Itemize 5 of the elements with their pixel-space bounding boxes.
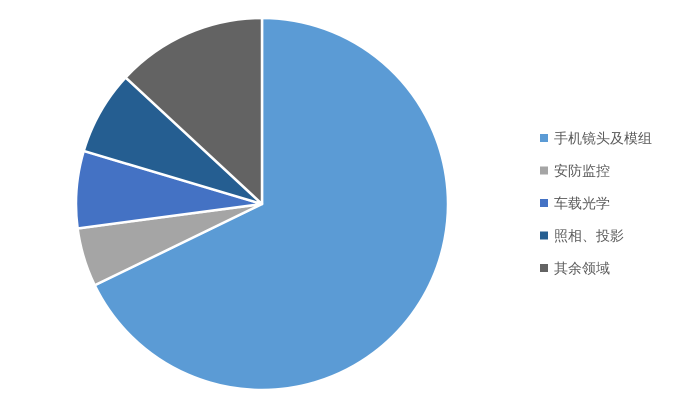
legend-label: 照相、投影 <box>554 228 624 244</box>
legend-label: 车载光学 <box>554 196 610 212</box>
legend-label: 安防监控 <box>554 164 610 180</box>
legend-label: 手机镜头及模组 <box>554 131 652 147</box>
legend-label: 其余领域 <box>554 261 610 277</box>
